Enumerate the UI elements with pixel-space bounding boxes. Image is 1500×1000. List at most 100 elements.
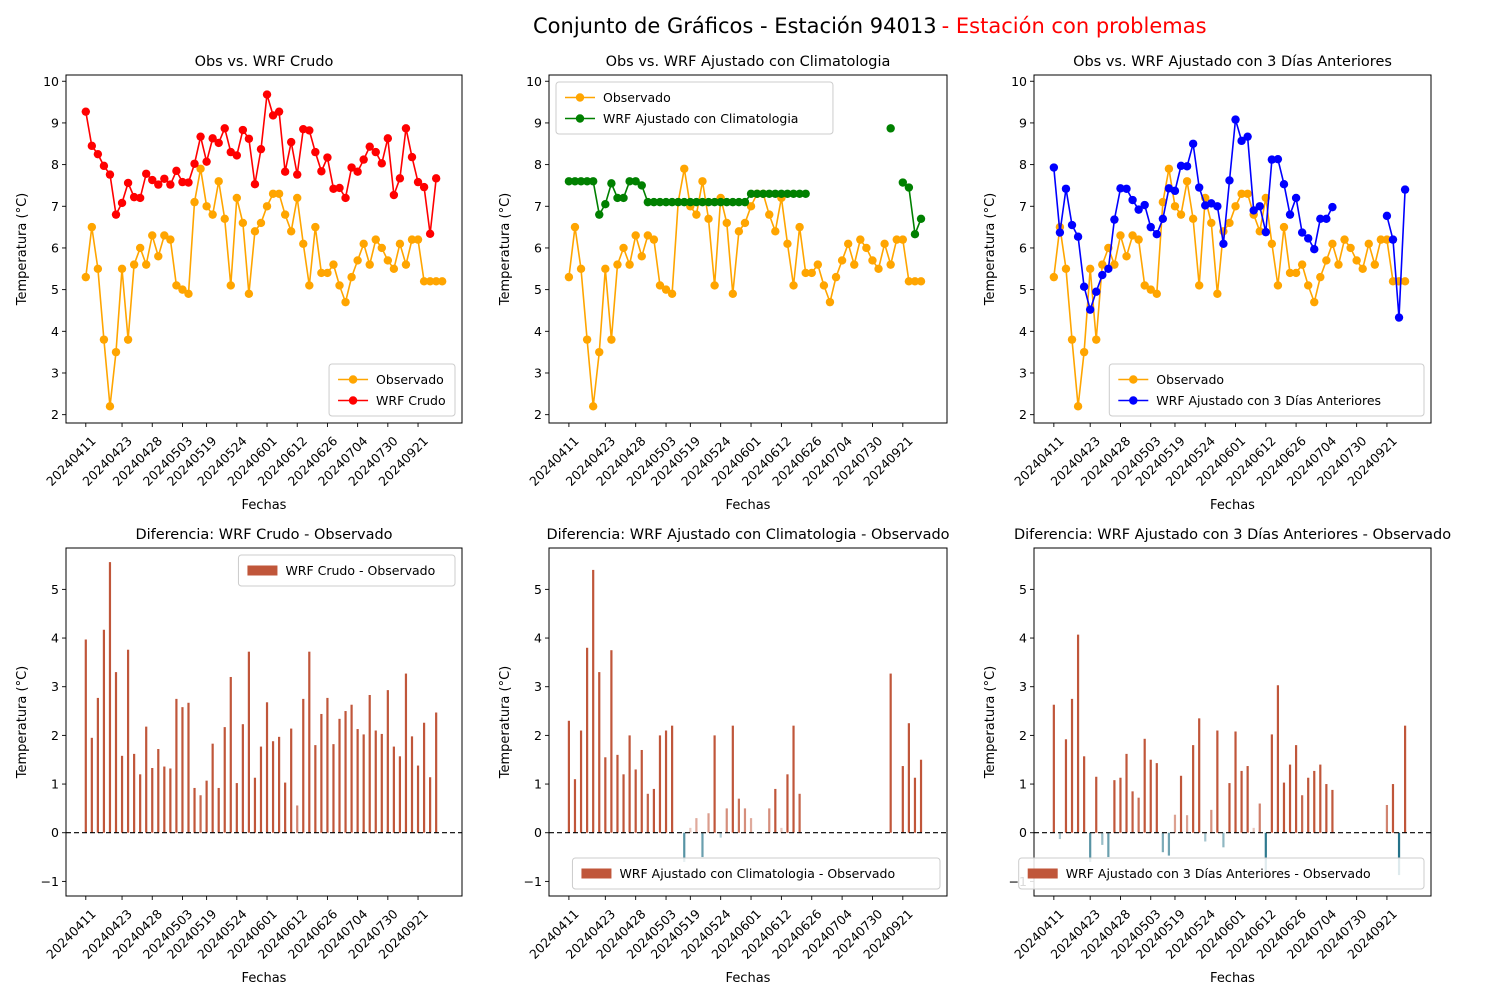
- bar: [1228, 783, 1231, 833]
- y-tick-label: 5: [1019, 582, 1027, 597]
- data-point: [1316, 214, 1325, 223]
- data-point: [740, 197, 750, 207]
- data-point: [299, 239, 308, 248]
- data-point: [1122, 252, 1131, 261]
- data-point: [142, 169, 151, 178]
- y-tick-label: 3: [534, 365, 542, 380]
- data-point: [1382, 211, 1392, 221]
- data-point: [268, 111, 278, 120]
- bar: [422, 722, 426, 833]
- data-point: [667, 197, 677, 207]
- data-point: [789, 281, 798, 290]
- data-point: [238, 218, 248, 228]
- bar: [193, 787, 196, 833]
- subplot-title: Obs vs. WRF Ajustado con 3 Días Anterior…: [1073, 54, 1392, 70]
- bar: [429, 777, 432, 833]
- data-point: [831, 272, 841, 282]
- bar: [181, 707, 184, 833]
- legend: WRF Ajustado con 3 Días Anteriores - Obs…: [1018, 857, 1425, 890]
- data-point: [317, 167, 326, 176]
- data-point: [916, 214, 926, 223]
- bar: [265, 702, 269, 833]
- data-point: [825, 297, 835, 307]
- data-point: [274, 107, 284, 116]
- data-point: [160, 174, 169, 183]
- subplot-4: Diferencia: WRF Crudo - Observado −1 0 1 2 3 4…: [15, 527, 463, 986]
- bar: [344, 711, 347, 833]
- bar: [247, 651, 250, 833]
- data-point: [880, 239, 889, 248]
- bar: [737, 798, 740, 833]
- data-point: [1261, 227, 1271, 237]
- bar: [749, 818, 753, 833]
- data-point: [335, 281, 344, 290]
- data-point: [673, 197, 683, 207]
- bar: [338, 718, 341, 833]
- station-warning-label: - Estación con problemas: [941, 14, 1207, 38]
- data-point: [117, 198, 127, 208]
- data-point: [649, 197, 659, 207]
- bar: [913, 777, 917, 833]
- data-point: [1358, 264, 1367, 273]
- data-point: [619, 193, 628, 203]
- data-point: [250, 179, 260, 189]
- y-tick-label: 9: [534, 115, 542, 130]
- legend-marker: [1129, 375, 1138, 384]
- bar: [683, 832, 686, 862]
- data-point: [1273, 154, 1283, 164]
- data-point: [105, 170, 115, 179]
- data-point: [1182, 177, 1192, 186]
- data-point: [389, 264, 399, 273]
- data-point: [649, 235, 659, 244]
- data-point: [910, 277, 920, 286]
- data-point: [698, 177, 707, 186]
- data-point: [795, 222, 804, 232]
- data-point: [286, 227, 296, 236]
- data-point: [1316, 272, 1325, 282]
- data-point: [160, 231, 169, 240]
- bar: [610, 650, 613, 833]
- data-point: [1291, 268, 1301, 278]
- bar: [1397, 832, 1401, 876]
- data-point: [837, 256, 847, 265]
- bar: [768, 808, 771, 833]
- plot-area: [81, 90, 447, 411]
- data-point: [801, 268, 810, 278]
- data-point: [1098, 260, 1107, 269]
- data-point: [613, 193, 622, 203]
- data-point: [655, 197, 665, 207]
- data-point: [1394, 313, 1404, 322]
- subplot-2: Obs vs. WRF Ajustado con Climatologia 2 3 4…: [498, 54, 948, 513]
- y-tick-label: 10: [526, 74, 542, 89]
- data-point: [1346, 243, 1355, 253]
- data-point: [1061, 264, 1071, 273]
- legend: WRF Crudo - Observado: [237, 554, 456, 587]
- legend-box: [1108, 363, 1425, 417]
- data-point: [220, 124, 229, 133]
- data-point: [886, 260, 895, 269]
- data-point: [99, 161, 109, 171]
- y-tick-label: 4: [51, 324, 59, 339]
- data-point: [99, 335, 109, 344]
- data-point: [716, 197, 725, 207]
- data-point: [311, 147, 320, 157]
- bar: [1252, 827, 1255, 833]
- figure-title-main: Conjunto de Gráficos - Estación 94013: [533, 14, 937, 38]
- bar: [187, 702, 190, 833]
- data-point: [771, 227, 780, 236]
- data-point: [250, 227, 260, 236]
- data-point: [280, 167, 290, 176]
- bar: [1076, 634, 1080, 833]
- y-tick-label: 7: [1019, 199, 1027, 214]
- y-tick-label: 7: [51, 199, 59, 214]
- bar: [1198, 718, 1201, 833]
- data-point: [377, 159, 386, 168]
- data-point: [1152, 289, 1162, 299]
- bar: [314, 745, 317, 833]
- bar: [658, 735, 662, 833]
- data-point: [268, 189, 278, 198]
- data-point: [1122, 184, 1131, 193]
- data-point: [595, 347, 604, 357]
- bar: [259, 746, 263, 833]
